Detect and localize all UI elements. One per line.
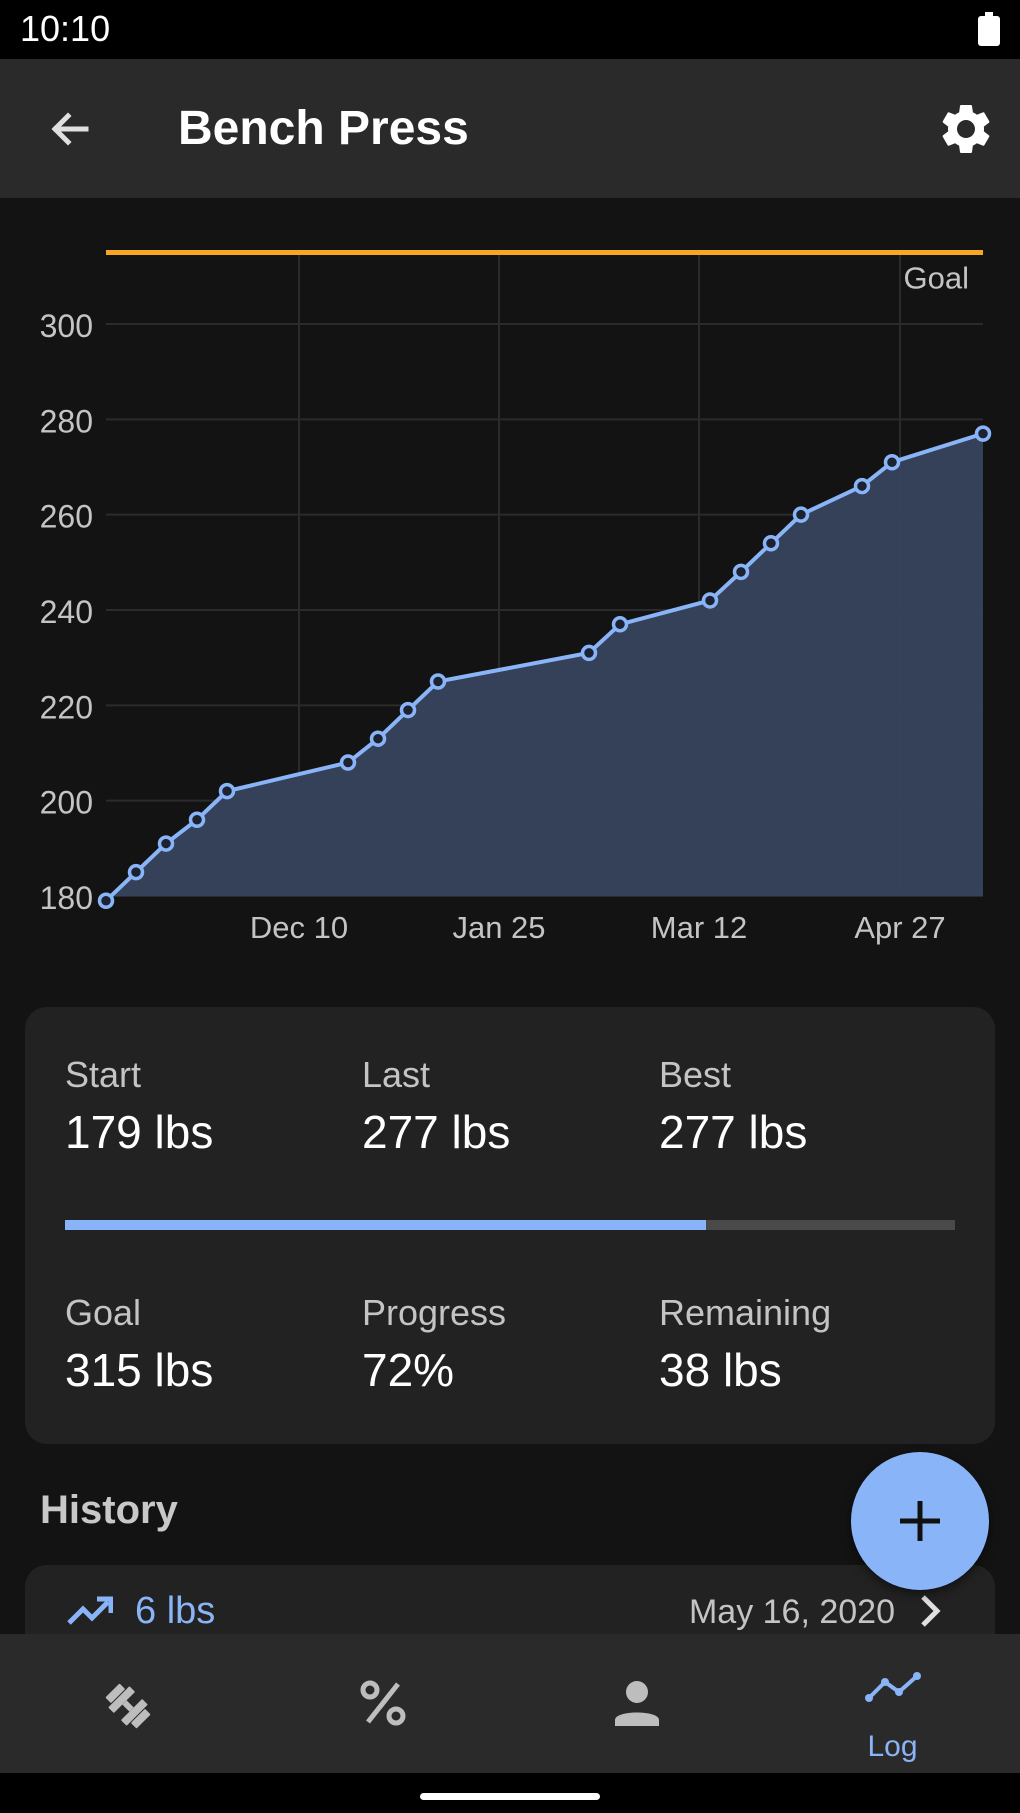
- stat-start: Start 179 lbs: [65, 1055, 213, 1159]
- y-tick-label: 180: [40, 880, 93, 916]
- data-point: [762, 535, 780, 552]
- stat-label: Goal: [65, 1292, 142, 1333]
- goal-label: Goal: [904, 261, 969, 296]
- stat-label: Remaining: [659, 1292, 832, 1333]
- data-point: [974, 425, 992, 442]
- bottom-navigation: Log: [0, 1634, 1020, 1773]
- stat-value: 315 lbs: [65, 1344, 214, 1396]
- data-point: [369, 730, 387, 747]
- dumbbell-icon: [105, 1683, 151, 1729]
- data-point: [157, 835, 175, 852]
- gesture-bar: [0, 1773, 1020, 1813]
- stat-goal: Goal 315 lbs: [65, 1293, 213, 1397]
- y-tick-label: 280: [40, 403, 93, 439]
- data-point: [339, 754, 357, 771]
- data-point: [218, 782, 236, 800]
- stat-value: 38 lbs: [659, 1344, 782, 1396]
- stat-label: Best: [659, 1054, 732, 1095]
- gesture-handle[interactable]: [420, 1793, 600, 1800]
- stat-remaining: Remaining 38 lbs: [659, 1293, 831, 1397]
- data-point: [792, 506, 810, 523]
- data-point: [883, 453, 901, 471]
- y-tick-label: 220: [40, 689, 93, 725]
- y-tick-label: 260: [40, 499, 93, 535]
- back-arrow-icon[interactable]: [40, 99, 100, 159]
- chevron-right-icon: [921, 1595, 941, 1627]
- data-point: [611, 616, 629, 633]
- trending-up-icon: [67, 1596, 113, 1625]
- progress-chart: 180 200 220 240 260 280 300 Dec 10 Jan 25 Mar 12 A…: [40, 250, 992, 945]
- history-heading: History: [40, 1488, 178, 1532]
- stat-label: Last: [362, 1054, 431, 1095]
- stat-value: 72%: [362, 1344, 455, 1396]
- stat-value: 277 lbs: [362, 1106, 511, 1158]
- data-point: [853, 477, 871, 495]
- progress-chart-icon: [865, 1672, 921, 1702]
- stat-value: 179 lbs: [65, 1106, 214, 1158]
- percent-icon: [360, 1680, 406, 1726]
- status-bar: 10:10: [0, 0, 1020, 59]
- y-tick-label: 200: [40, 785, 93, 821]
- nav-item-percent[interactable]: [255, 1634, 510, 1773]
- person-icon: [615, 1681, 659, 1726]
- x-tick-label: Apr 27: [854, 910, 945, 945]
- app-bar: Bench Press: [0, 59, 1020, 198]
- nav-item-exercises[interactable]: [0, 1634, 255, 1773]
- goal-progress-fill: [65, 1220, 706, 1230]
- stats-card: Start 179 lbs Last 277 lbs Best 277 lbs …: [25, 1007, 995, 1444]
- data-point: [580, 644, 598, 662]
- stat-best: Best 277 lbs: [659, 1055, 807, 1159]
- plus-icon: [900, 1501, 940, 1541]
- data-point: [97, 892, 115, 910]
- nav-label: Log: [867, 1730, 918, 1763]
- nav-item-log[interactable]: Log: [765, 1634, 1020, 1773]
- nav-item-profile[interactable]: [510, 1634, 765, 1773]
- series-area: [106, 433, 983, 901]
- history-delta: 6 lbs: [135, 1590, 216, 1632]
- stat-value: 277 lbs: [659, 1106, 808, 1158]
- goal-progress-bar: [65, 1220, 955, 1230]
- y-tick-label: 300: [40, 308, 93, 344]
- gear-icon[interactable]: [936, 99, 996, 159]
- data-point: [429, 673, 447, 690]
- x-tick-label: Jan 25: [452, 910, 545, 945]
- page-title: Bench Press: [178, 102, 469, 155]
- status-time: 10:10: [20, 8, 111, 49]
- data-point: [732, 563, 750, 581]
- history-date: May 16, 2020: [688, 1593, 895, 1631]
- data-point: [127, 863, 145, 881]
- battery-icon: [978, 12, 1000, 46]
- stat-progress: Progress 72%: [362, 1293, 506, 1397]
- y-tick-label: 240: [40, 594, 93, 630]
- add-entry-button[interactable]: [851, 1452, 989, 1590]
- stat-label: Start: [65, 1054, 142, 1095]
- data-point: [399, 701, 417, 719]
- x-tick-label: Mar 12: [651, 910, 747, 945]
- stat-label: Progress: [362, 1292, 507, 1333]
- stat-last: Last 277 lbs: [362, 1055, 510, 1159]
- data-point: [701, 592, 719, 609]
- x-tick-label: Dec 10: [250, 910, 348, 945]
- data-point: [188, 811, 206, 828]
